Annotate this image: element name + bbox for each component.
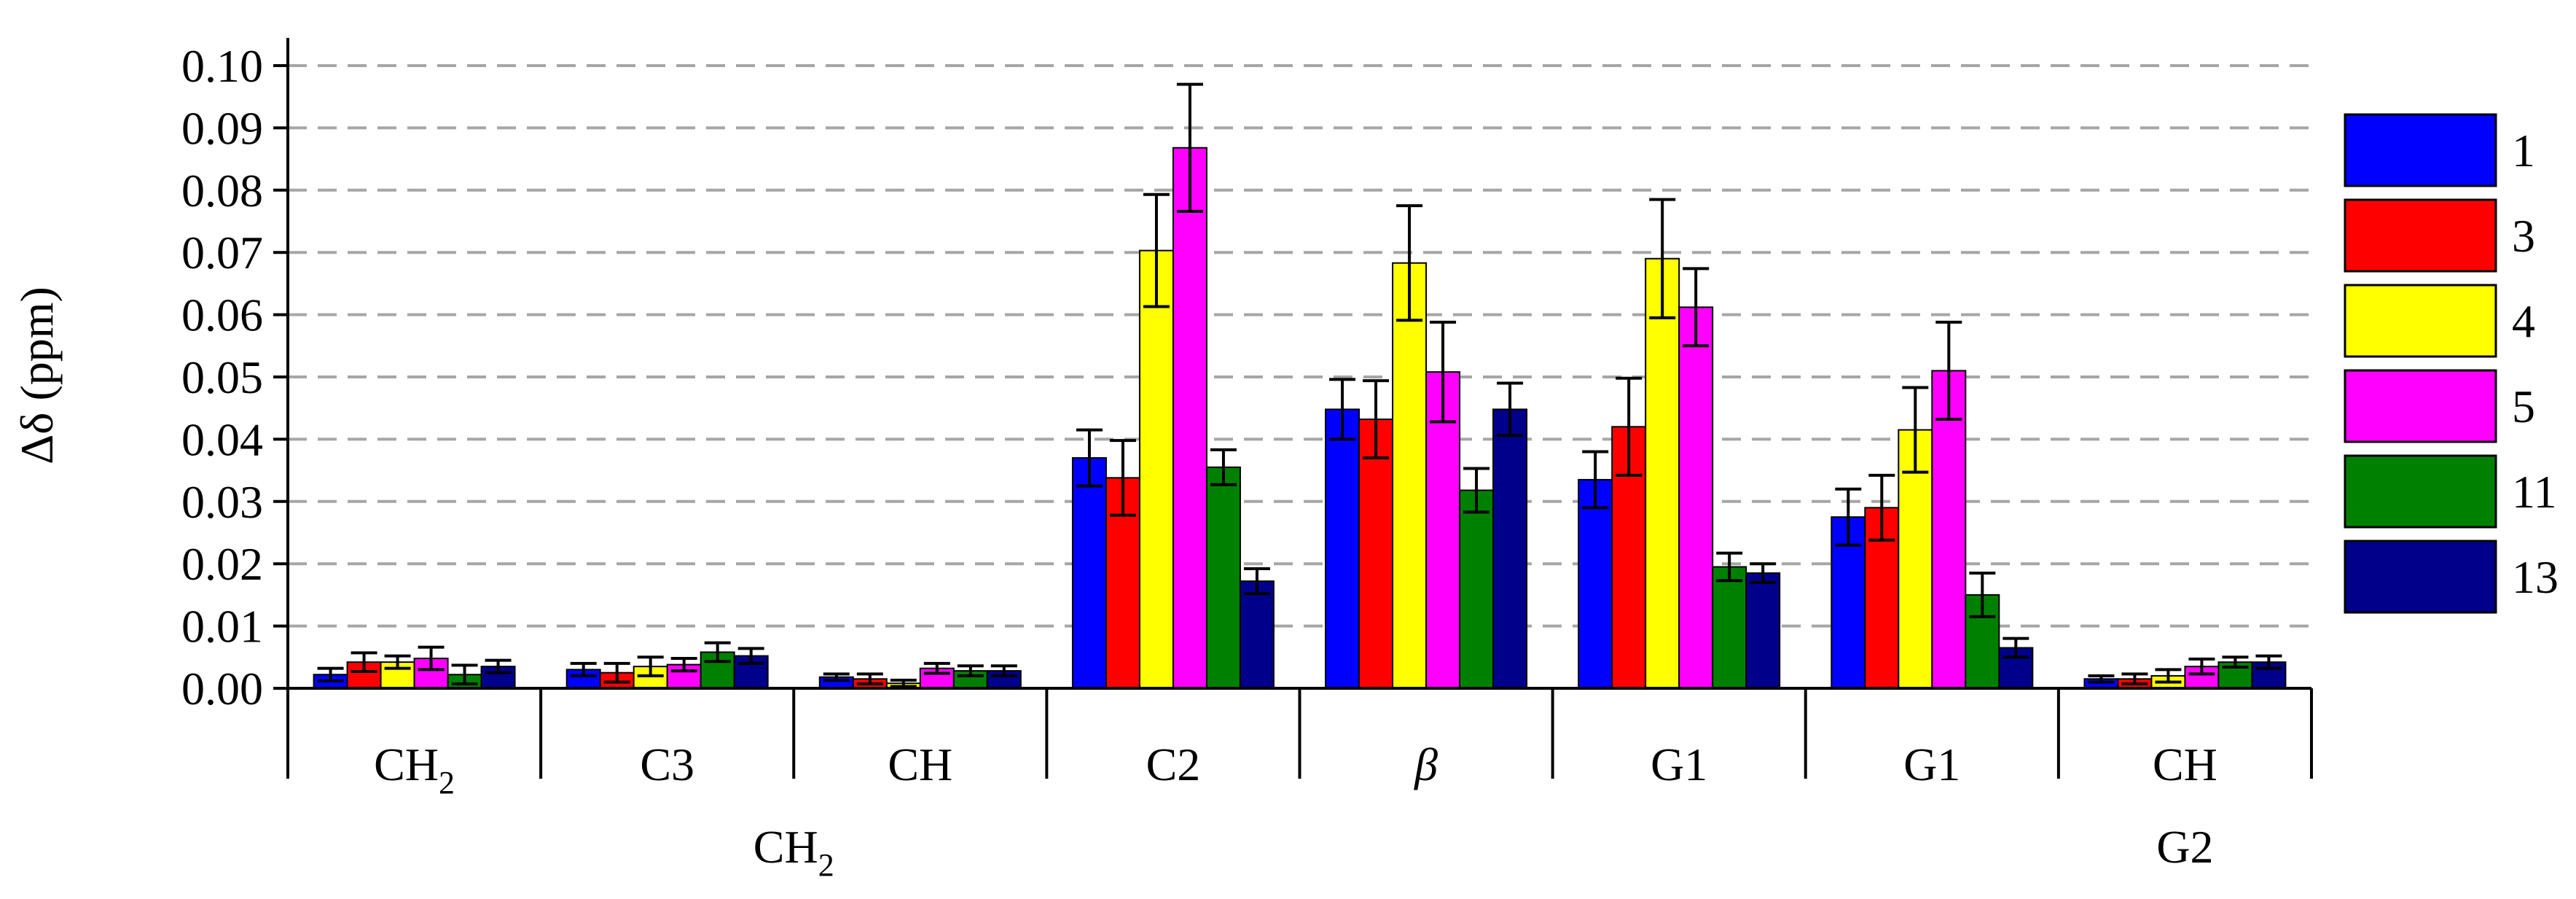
x-category-label-text: C2 bbox=[1146, 739, 1201, 790]
x-category-label-text: CH bbox=[888, 739, 952, 790]
y-tick-label: 0.02 bbox=[181, 538, 263, 590]
legend-swatch bbox=[2344, 369, 2497, 443]
x-category-label-subscript: 2 bbox=[439, 765, 455, 801]
x-category-label-text: C3 bbox=[640, 739, 694, 790]
y-tick-label: 0.10 bbox=[181, 40, 263, 92]
bar bbox=[1071, 457, 1107, 690]
y-tick-label: 0.05 bbox=[181, 351, 263, 403]
x-group-label: G2 bbox=[2156, 821, 2213, 873]
legend-swatch bbox=[2344, 113, 2497, 187]
bars bbox=[313, 147, 2287, 690]
x-group-label-subscript: 2 bbox=[818, 847, 834, 883]
bar bbox=[1138, 249, 1174, 689]
legend-label: 4 bbox=[2512, 295, 2535, 347]
legend-swatch bbox=[2344, 284, 2497, 358]
bar bbox=[1325, 408, 1361, 690]
y-tick-label: 0.07 bbox=[181, 227, 263, 279]
x-category-label-text: G1 bbox=[1903, 739, 1960, 790]
x-group-label: CH2 bbox=[753, 821, 834, 883]
legend-label: 13 bbox=[2512, 551, 2559, 603]
x-group-label-text: G2 bbox=[2156, 821, 2213, 873]
y-tick-label: 0.03 bbox=[181, 476, 263, 528]
legend-label: 1 bbox=[2512, 125, 2535, 176]
x-category-label: G1 bbox=[1651, 739, 1707, 790]
legend-label: 5 bbox=[2512, 381, 2535, 432]
y-tick-label: 0.06 bbox=[181, 289, 263, 341]
x-category-label: C3 bbox=[640, 739, 694, 790]
bar bbox=[1645, 257, 1680, 689]
x-group-label-text: CH bbox=[753, 821, 818, 873]
legend-swatch bbox=[2344, 540, 2497, 614]
legend-label: 3 bbox=[2512, 210, 2535, 262]
x-category-label-text: G1 bbox=[1651, 739, 1707, 790]
legend-swatch bbox=[2344, 198, 2497, 273]
bar bbox=[1239, 580, 1275, 689]
legend-swatch bbox=[2344, 454, 2497, 529]
gridlines bbox=[288, 64, 2311, 628]
bar bbox=[1492, 408, 1528, 690]
x-category-label: CH bbox=[888, 739, 952, 790]
x-category-label: CH bbox=[2153, 739, 2217, 790]
bar bbox=[1678, 306, 1714, 689]
x-category-label-text: β bbox=[1413, 739, 1438, 790]
y-tick-label: 0.08 bbox=[181, 165, 263, 217]
axes: 0.00 0.01 0.02 0.03 0.04 0.05 0.06 0.07 0.08 0.09… bbox=[181, 38, 2313, 883]
legend-label: 11 bbox=[2512, 466, 2557, 518]
bar bbox=[1459, 489, 1495, 689]
x-category-label: β bbox=[1413, 739, 1438, 790]
x-category-label: G1 bbox=[1903, 739, 1960, 790]
bar bbox=[1578, 478, 1613, 689]
x-category-label: CH2 bbox=[374, 739, 455, 801]
bar bbox=[1358, 419, 1394, 690]
bar bbox=[1712, 566, 1747, 689]
y-tick-label: 0.04 bbox=[181, 413, 263, 465]
bar bbox=[1425, 371, 1461, 689]
bar bbox=[1931, 370, 1967, 689]
x-category-label: C2 bbox=[1146, 739, 1201, 790]
x-category-label-text: CH bbox=[374, 739, 439, 790]
bar bbox=[1205, 466, 1241, 690]
y-tick-label: 0.01 bbox=[181, 601, 263, 653]
x-category-label-text: CH bbox=[2153, 739, 2217, 790]
y-tick-label: 0.09 bbox=[181, 102, 263, 154]
bar bbox=[1745, 572, 1781, 690]
y-tick-label: 0.00 bbox=[181, 663, 263, 715]
error-bars bbox=[317, 82, 2282, 688]
y-axis-title: Δδ (ppm) bbox=[11, 287, 63, 464]
bar bbox=[1392, 262, 1428, 689]
bar bbox=[1172, 147, 1207, 689]
